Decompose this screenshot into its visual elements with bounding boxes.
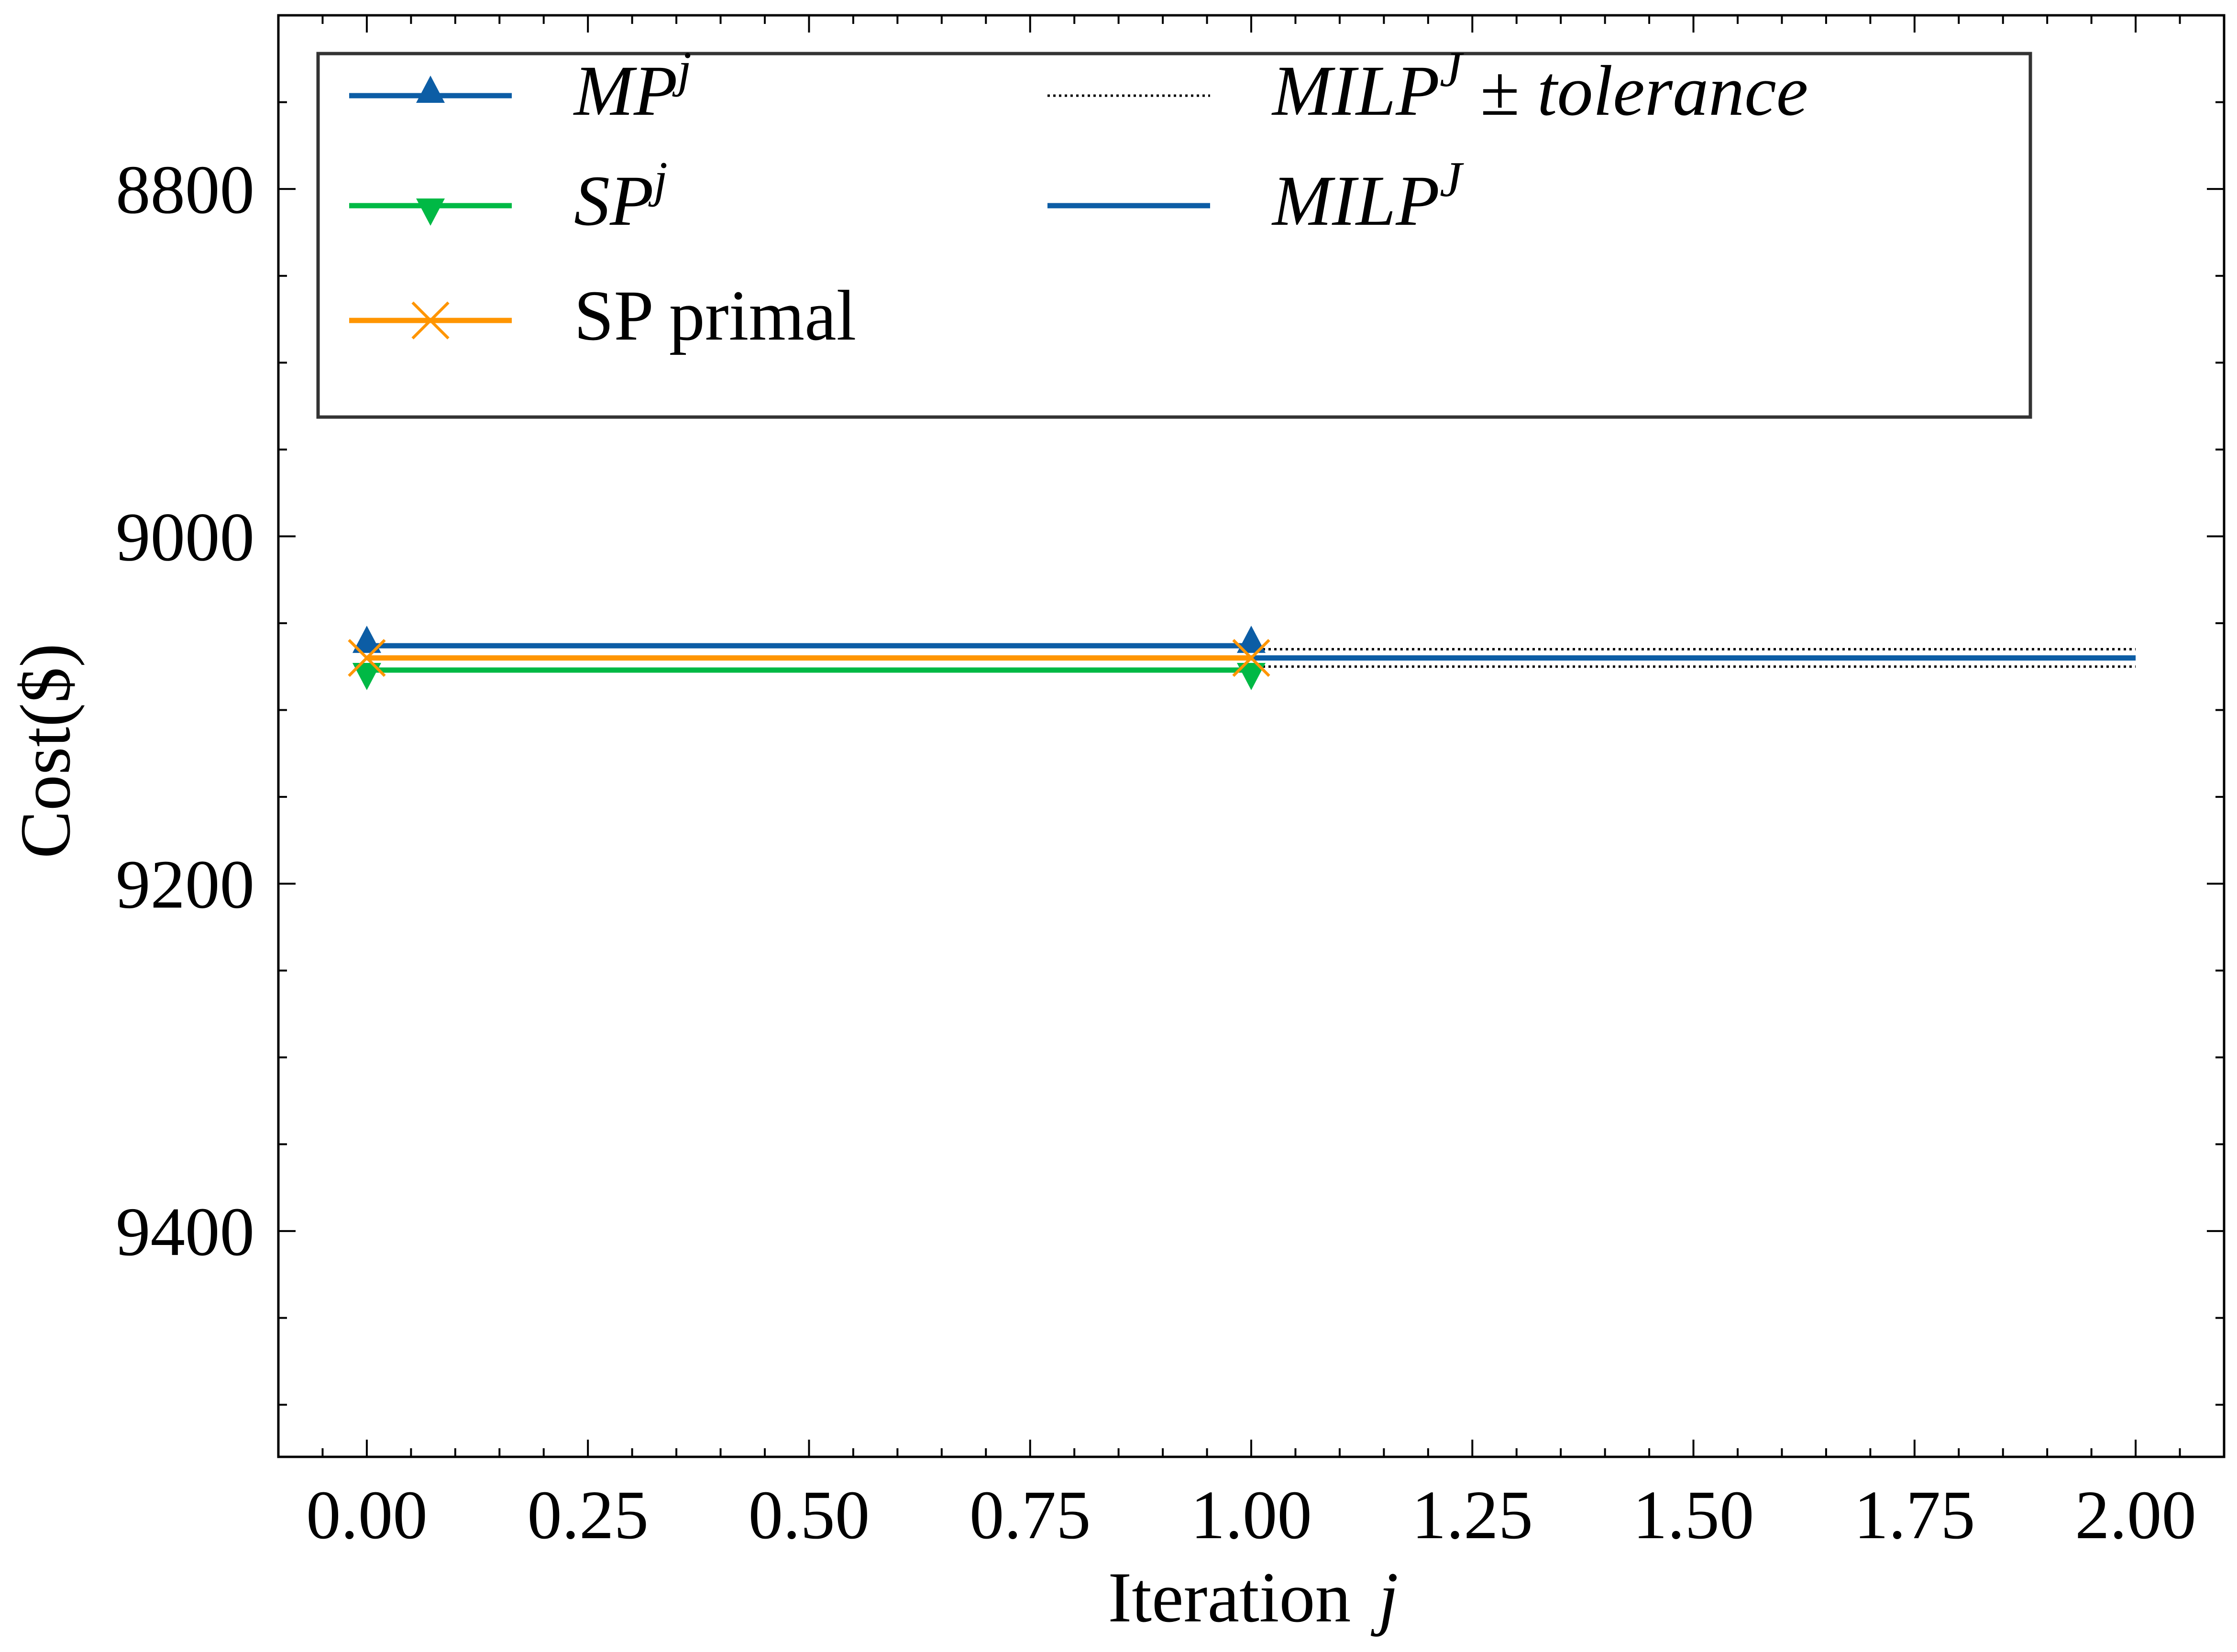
series-mp bbox=[352, 626, 1266, 653]
series-sp bbox=[352, 663, 1266, 691]
x-axis-variable: j bbox=[1370, 1558, 1399, 1637]
data-point bbox=[1237, 663, 1266, 691]
x-tick-label: 1.25 bbox=[1411, 1477, 1533, 1553]
y-tick-label: 9000 bbox=[116, 499, 254, 575]
y-tick-label: 9200 bbox=[116, 847, 254, 923]
x-tick-label: 2.00 bbox=[2075, 1477, 2196, 1553]
legend-item-sp: SPj bbox=[349, 151, 668, 241]
legend-label-suffix: ± tolerance bbox=[1462, 51, 1808, 131]
data-point bbox=[352, 663, 381, 691]
legend-marker bbox=[416, 76, 445, 103]
data-point bbox=[1232, 639, 1270, 677]
legend-label: MILPJ bbox=[1271, 151, 1464, 241]
legend-label: MPj bbox=[573, 41, 692, 131]
data-point bbox=[1237, 626, 1266, 653]
legend-marker bbox=[416, 198, 445, 226]
legend-label-text: SP primal bbox=[574, 276, 856, 355]
y-axis-tick-labels: 8800 9000 9200 9400 bbox=[116, 152, 254, 1270]
x-tick-label: 1.75 bbox=[1854, 1477, 1975, 1553]
x-axis-tick-labels: 0.00 0.25 0.50 0.75 1.00 1.25 1.50 1.75 2.00 bbox=[306, 1477, 2196, 1553]
series-sp-primal bbox=[348, 639, 1270, 677]
legend-item-milp: MILPJ bbox=[1047, 151, 1464, 241]
legend-marker bbox=[411, 301, 450, 340]
legend-label: SPj bbox=[574, 151, 668, 241]
legend-item-milp-tolerance: MILPJ ± tolerance bbox=[1047, 41, 1808, 131]
legend-label: SP primal bbox=[574, 276, 856, 355]
x-axis-label: Iteration bbox=[1108, 1558, 1351, 1637]
x-tick-label: 1.00 bbox=[1190, 1477, 1312, 1553]
axis-ticks bbox=[277, 14, 2225, 1457]
series-milp-tolerance bbox=[1251, 648, 2136, 668]
legend-item-sp-primal: SP primal bbox=[349, 276, 856, 355]
x-axis-title: Iteration j bbox=[1108, 1558, 1398, 1637]
x-tick-label: 0.50 bbox=[749, 1477, 870, 1553]
series-layer bbox=[348, 626, 2136, 691]
data-point bbox=[352, 626, 381, 653]
legend-item-mp: MPj bbox=[349, 41, 692, 131]
legend-label-text: MILP bbox=[1271, 161, 1440, 241]
legend-label-superscript: J bbox=[1440, 41, 1464, 97]
y-tick-label: 8800 bbox=[116, 152, 254, 228]
x-tick-label: 0.00 bbox=[306, 1477, 428, 1553]
y-tick-label: 9400 bbox=[116, 1194, 254, 1270]
x-tick-label: 0.25 bbox=[527, 1477, 649, 1553]
data-point bbox=[348, 639, 386, 677]
y-axis-title: Cost($) bbox=[6, 643, 85, 859]
legend-label: MILPJ ± tolerance bbox=[1271, 41, 1808, 131]
legend-label-superscript: J bbox=[1440, 151, 1464, 207]
legend-label-text: MP bbox=[573, 51, 678, 131]
x-tick-label: 0.75 bbox=[970, 1477, 1091, 1553]
legend-label-text: MILP bbox=[1271, 51, 1440, 131]
legend-box bbox=[316, 52, 2032, 419]
x-tick-label: 1.50 bbox=[1633, 1477, 1754, 1553]
legend-label-text: SP bbox=[574, 161, 654, 241]
